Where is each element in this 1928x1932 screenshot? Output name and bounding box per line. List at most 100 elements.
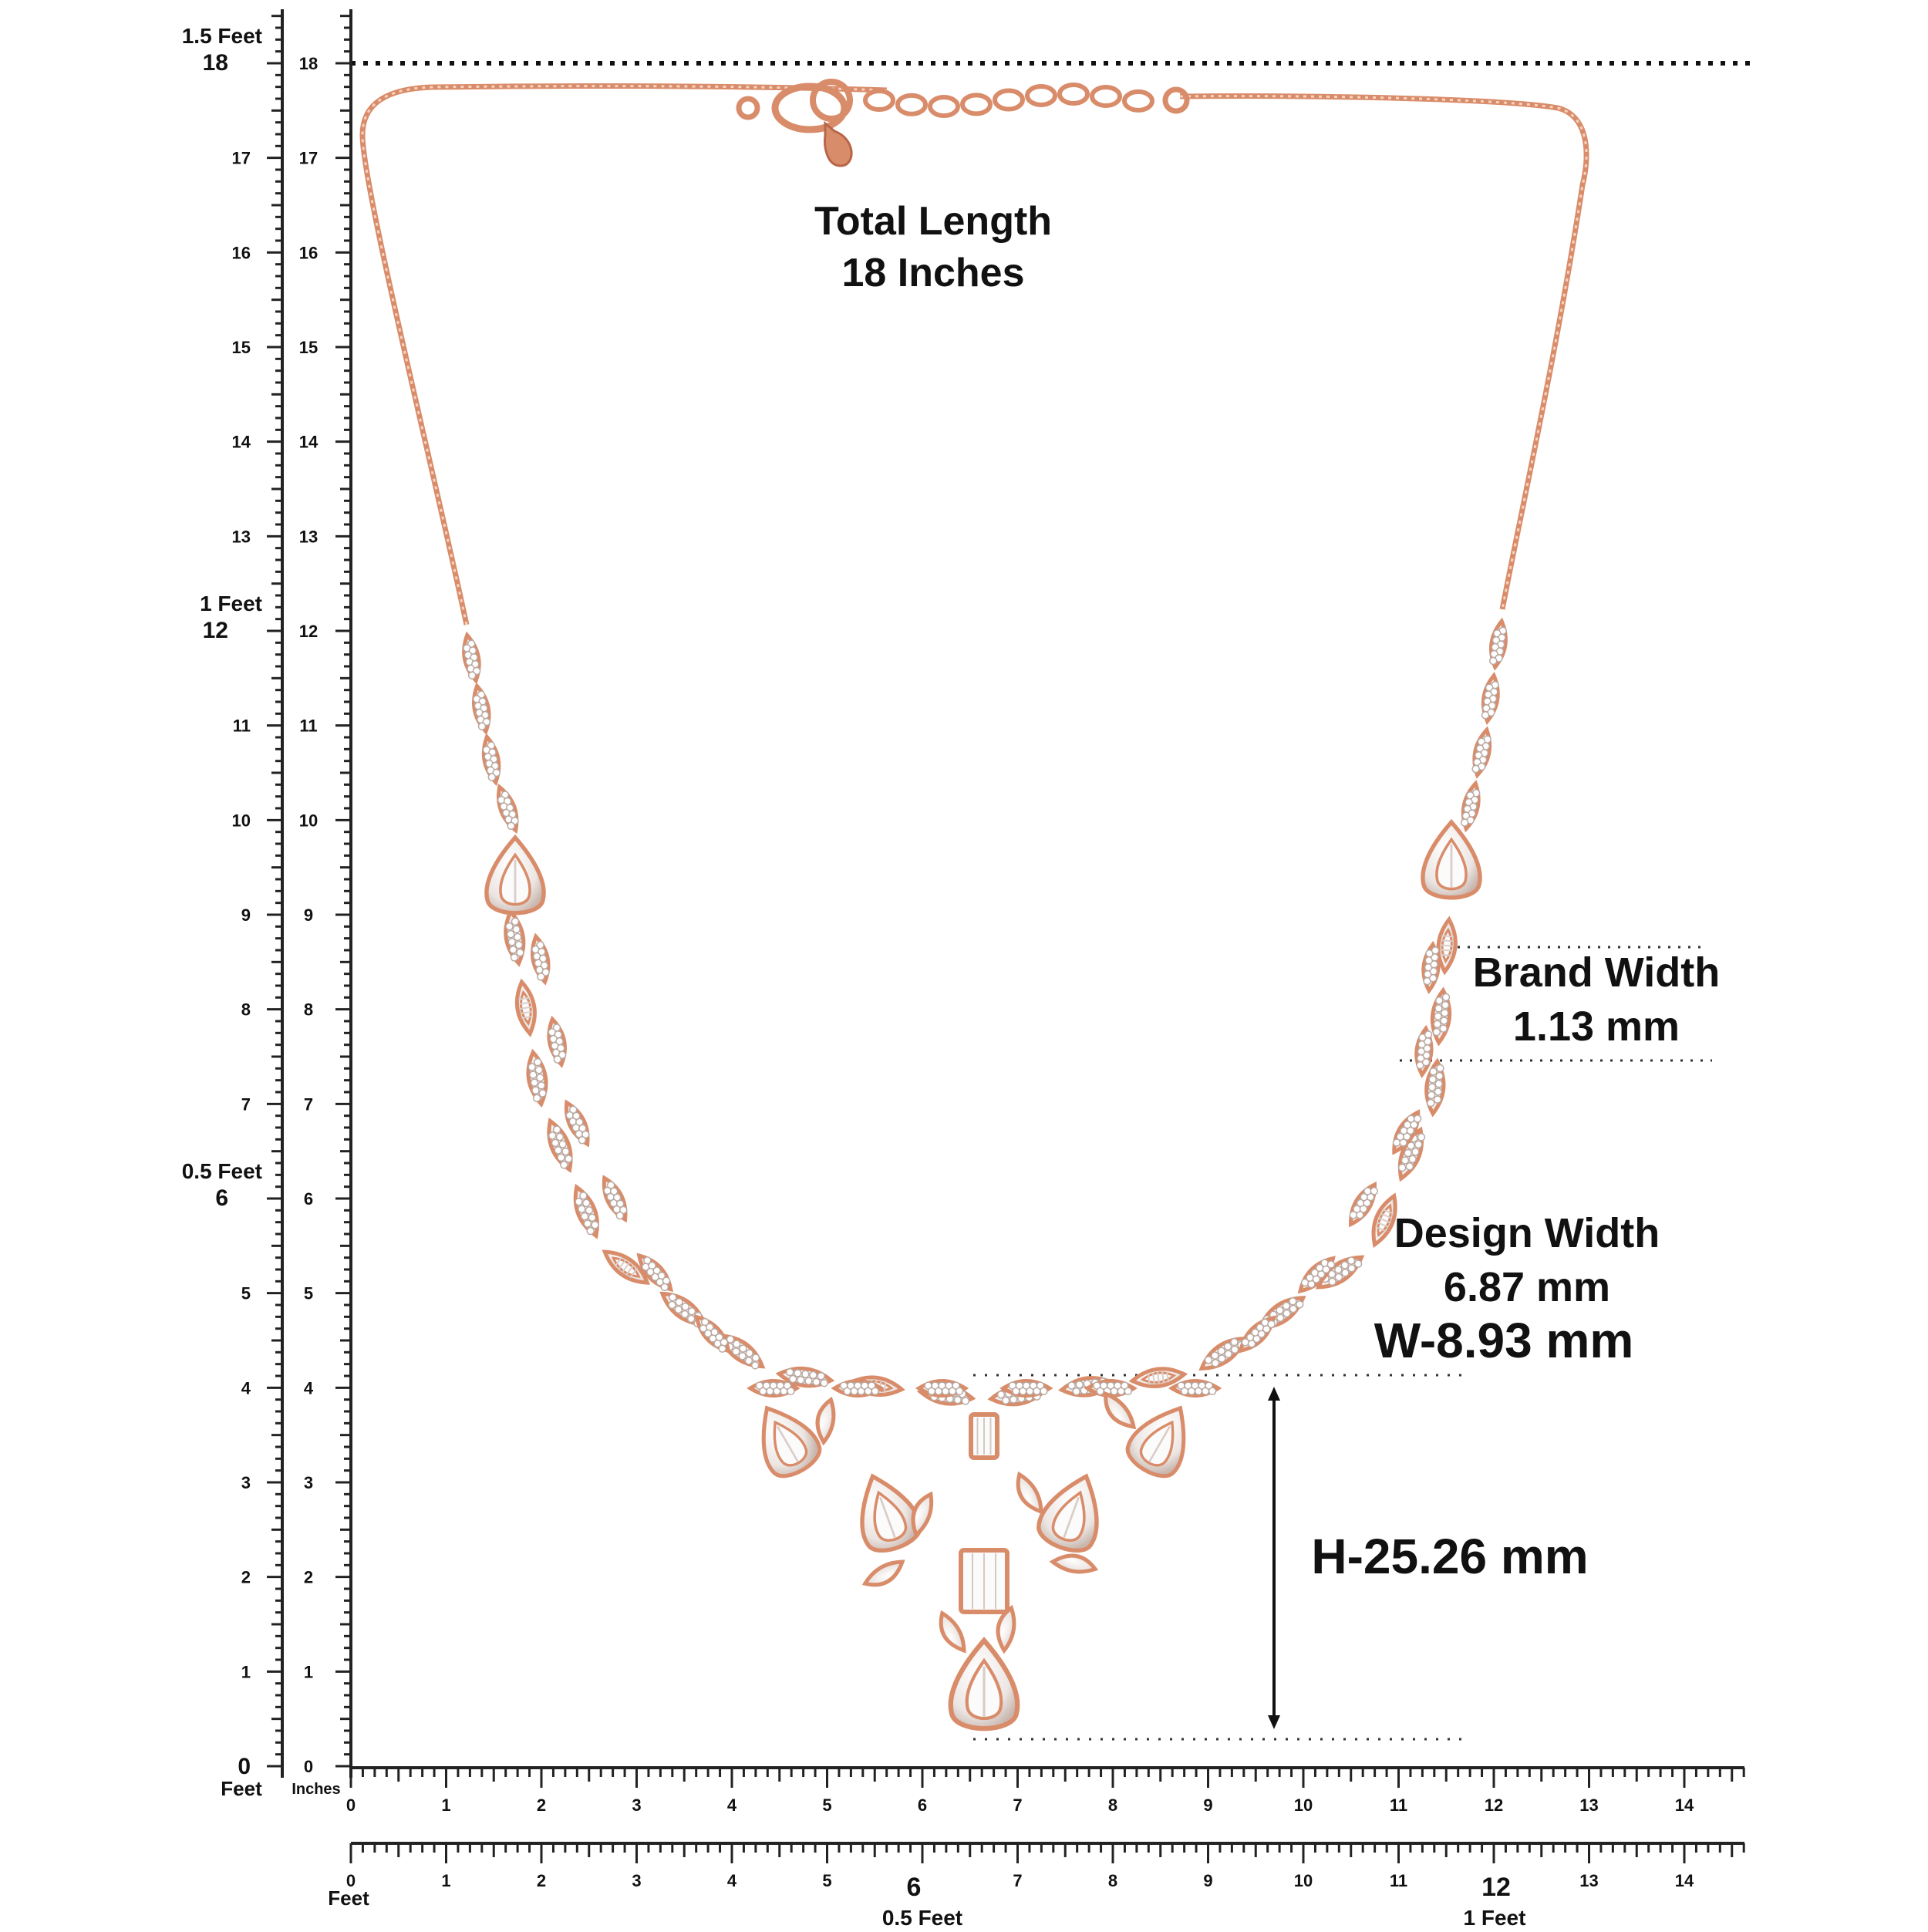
outer-strand-link — [564, 1099, 590, 1148]
inner-strand-link — [1128, 1367, 1188, 1388]
left-upper-link — [462, 631, 481, 685]
top-horizontal-ruler-label: 8 — [1108, 1795, 1117, 1815]
inch-label: 15 — [299, 338, 318, 357]
inner-strand-link — [1315, 1255, 1365, 1290]
outer-strand-link — [602, 1175, 628, 1223]
band-width-value: 1.13 mm — [1512, 1003, 1680, 1050]
inch-label: 3 — [304, 1473, 313, 1492]
outer-strand-link — [1238, 1315, 1276, 1354]
pendant-final-pear — [948, 1637, 1020, 1731]
bottom-horizontal-ruler-label: 2 — [537, 1871, 546, 1890]
outer-strand-link — [547, 1015, 567, 1068]
top-horizontal-ruler-label: 1 — [441, 1795, 450, 1815]
left-junction-pear — [484, 834, 546, 915]
outer-strand-link — [1414, 1024, 1434, 1079]
bottom-horizontal-ruler-label: 5 — [822, 1871, 831, 1890]
inch-label: 0 — [304, 1757, 313, 1776]
feet-zero-label: 0 — [238, 1754, 251, 1779]
top-horizontal-ruler-label: 3 — [632, 1795, 641, 1815]
inner-strand-link — [547, 1118, 573, 1173]
inner-strand-link — [659, 1291, 708, 1328]
outer-strand-link — [1392, 1109, 1422, 1155]
bottom-horizontal-ruler-label: 7 — [1013, 1871, 1022, 1890]
outer-strand-link — [915, 1379, 969, 1398]
bottom-one-foot-label: 1 Feet — [1464, 1906, 1526, 1928]
bottom-horizontal-ruler-label: 4 — [727, 1871, 737, 1890]
top-horizontal-ruler-label: 2 — [537, 1795, 546, 1815]
top-horizontal-ruler-label: 12 — [1485, 1795, 1503, 1815]
bottom-horizontal-ruler-label: 14 — [1675, 1871, 1694, 1890]
top-horizontal-ruler-label: 11 — [1390, 1795, 1407, 1815]
inner-strand-link — [526, 1048, 548, 1108]
inner-strand-link — [1371, 1192, 1397, 1249]
bottom-horizontal-ruler-label: 11 — [1390, 1871, 1407, 1890]
feet-inch-label: 4 — [241, 1378, 251, 1398]
top-horizontal-ruler-label: 5 — [822, 1795, 831, 1815]
necklace-image — [359, 79, 1589, 1731]
bottom-horizontal-ruler-label: 8 — [1108, 1871, 1117, 1890]
inch-label: 11 — [299, 716, 317, 736]
outer-strand-link — [530, 932, 551, 986]
outer-strand-link — [999, 1379, 1053, 1398]
inner-strand-link — [573, 1183, 599, 1239]
feet-inch-label: 6 — [215, 1185, 228, 1211]
feet-inch-label: 12 — [203, 618, 228, 643]
pendant-width: W-8.93 mm — [1374, 1313, 1634, 1368]
pendant-drop-leaf-right — [996, 1604, 1016, 1654]
bottom-horizontal-ruler-label: 0 — [346, 1871, 356, 1890]
bottom-horizontal-ruler-label: 1 — [441, 1871, 450, 1890]
label-mask — [901, 1870, 927, 1900]
feet-mark-label: 0.5 Feet — [182, 1159, 262, 1183]
box-chain — [359, 83, 1589, 625]
feet-inch-label: 18 — [203, 50, 228, 76]
outer-strand-link — [1349, 1181, 1379, 1228]
inch-label: 10 — [299, 811, 318, 830]
inches-unit-label: Inches — [292, 1781, 340, 1798]
outer-strand-link — [1297, 1256, 1336, 1294]
top-horizontal-ruler-label: 7 — [1013, 1795, 1022, 1815]
band-width-title: Brand Width — [1472, 949, 1721, 996]
feet-inch-label: 3 — [241, 1473, 251, 1492]
inner-strand-link — [775, 1366, 835, 1388]
feet-inch-label: 10 — [232, 811, 251, 830]
outer-strand-link — [1084, 1379, 1138, 1398]
pendant-centre-baguette — [959, 1548, 1010, 1614]
feet-inch-label: 11 — [233, 716, 251, 736]
top-horizontal-ruler-label: 10 — [1294, 1795, 1313, 1815]
inch-label: 12 — [299, 622, 318, 641]
total-length-title: Total Length — [814, 199, 1053, 244]
inch-label: 14 — [299, 433, 319, 452]
inner-strand-link — [514, 978, 537, 1037]
feet-inch-label: 17 — [232, 149, 251, 168]
feet-inch-label: 8 — [241, 1000, 251, 1020]
inch-label: 17 — [299, 149, 318, 168]
feet-inch-label: 2 — [241, 1568, 251, 1587]
feet-inch-label: 15 — [232, 338, 251, 357]
left-upper-link — [471, 682, 491, 736]
double-arrow-vertical-icon — [1268, 1387, 1280, 1729]
pendant-left-leaf-2 — [911, 1491, 934, 1539]
feet-inch-label: 14 — [232, 433, 251, 452]
design-width-value: 6.87 mm — [1443, 1264, 1611, 1310]
bottom-horizontal-ruler-label: 10 — [1294, 1871, 1313, 1890]
lobster-clasp-icon — [736, 79, 853, 167]
inner-strand-link — [504, 908, 526, 967]
label-mask — [1481, 1870, 1512, 1900]
outer-strand-link — [636, 1253, 673, 1293]
feet-mark-label: 1.5 Feet — [182, 24, 262, 48]
top-horizontal-ruler-label: 14 — [1675, 1795, 1694, 1815]
pendant-drop-leaf-left — [939, 1610, 966, 1654]
bottom-half-foot-label: 0.5 Feet — [882, 1906, 962, 1928]
inner-strand-link — [1424, 1057, 1446, 1118]
box-chain-texture — [361, 85, 1588, 625]
top-horizontal-ruler-label: 13 — [1579, 1795, 1598, 1815]
outer-strand-link — [1168, 1379, 1222, 1398]
top-horizontal-ruler-label: 6 — [918, 1795, 927, 1815]
feet-inch-label: 13 — [232, 527, 251, 546]
pendant-left-pear-2 — [860, 1473, 922, 1553]
inch-label: 2 — [304, 1568, 313, 1587]
feet-inch-label: 16 — [232, 243, 251, 262]
